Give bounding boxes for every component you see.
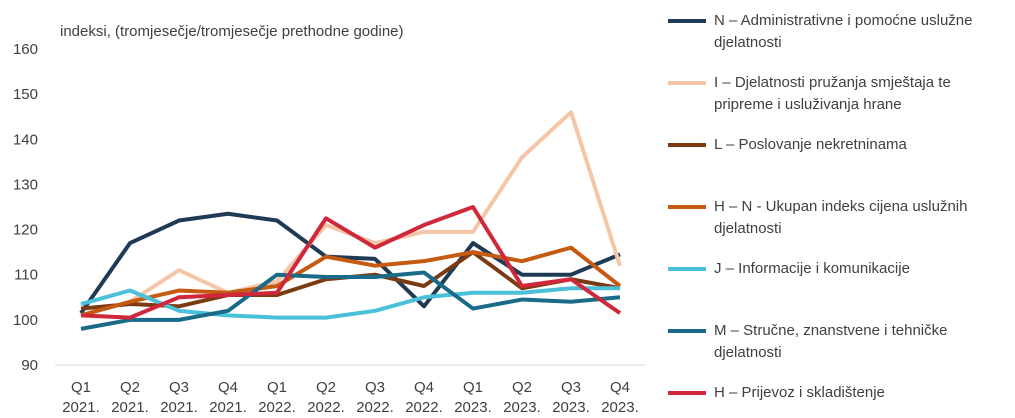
y-tick-label: 150 <box>13 86 38 103</box>
y-tick-label: 140 <box>13 131 38 148</box>
y-axis-label: indeksi, (tromjesečje/tromjesečje pretho… <box>60 23 404 40</box>
series-line <box>80 205 622 320</box>
x-tick-label: Q1 2021. <box>62 379 100 416</box>
x-tick-label: Q2 2022. <box>307 379 345 416</box>
legend-swatch <box>668 81 706 85</box>
y-tick-label: 100 <box>13 312 38 329</box>
legend-item: H – Prijevoz i skladištenje <box>668 382 1013 404</box>
legend-swatch <box>668 19 706 23</box>
y-tick-label: 120 <box>13 222 38 239</box>
legend-label: J – Informacije i komunikacije <box>714 260 910 277</box>
series-line <box>80 286 620 320</box>
legend-item: J – Informacije i komunikacije <box>668 258 1013 280</box>
x-tick-label: Q1 2023. <box>454 379 492 416</box>
legend-label: N – Administrativne i pomoćne uslužne dj… <box>714 12 973 51</box>
x-tick-label: Q3 2021. <box>160 379 198 416</box>
x-tick-label: Q2 2023. <box>503 379 541 416</box>
y-tick-label: 90 <box>21 357 38 374</box>
legend-item: N – Administrativne i pomoćne uslužne dj… <box>668 10 1013 54</box>
x-tick-label: Q4 2021. <box>209 379 247 416</box>
legend-item: L – Poslovanje nekretninama <box>668 134 1013 156</box>
legend-label: I – Djelatnosti pružanja smještaja te pr… <box>714 74 951 113</box>
legend-label: L – Poslovanje nekretninama <box>714 136 907 153</box>
legend-swatch <box>668 205 706 209</box>
legend-swatch <box>668 267 706 271</box>
legend-swatch <box>668 143 706 147</box>
legend-label: H – Prijevoz i skladištenje <box>714 384 885 401</box>
legend-label: H – N - Ukupan indeks cijena uslužnih dj… <box>714 198 968 237</box>
series-line <box>80 270 621 331</box>
legend-label: M – Stručne, znanstvene i tehničke djela… <box>714 322 948 361</box>
legend-swatch <box>668 391 706 395</box>
y-tick-label: 130 <box>13 176 38 193</box>
legend-item: I – Djelatnosti pružanja smještaja te pr… <box>668 72 1013 116</box>
legend-swatch <box>668 329 706 333</box>
legend-item: M – Stručne, znanstvene i tehničke djela… <box>668 320 1013 364</box>
y-tick-label: 110 <box>14 267 38 284</box>
y-tick-label: 160 <box>13 41 38 58</box>
x-tick-label: Q4 2023. <box>601 379 639 416</box>
x-tick-label: Q2 2021. <box>111 379 149 416</box>
x-tick-label: Q3 2023. <box>552 379 590 416</box>
series-line <box>80 245 622 318</box>
x-tick-label: Q3 2022. <box>356 379 394 416</box>
x-tick-label: Q4 2022. <box>405 379 443 416</box>
legend-item: H – N - Ukupan indeks cijena uslužnih dj… <box>668 196 1013 240</box>
series-line <box>79 211 621 315</box>
x-tick-label: Q1 2022. <box>258 379 296 416</box>
plot: indeksi, (tromjesečje/tromjesečje pretho… <box>13 23 645 416</box>
